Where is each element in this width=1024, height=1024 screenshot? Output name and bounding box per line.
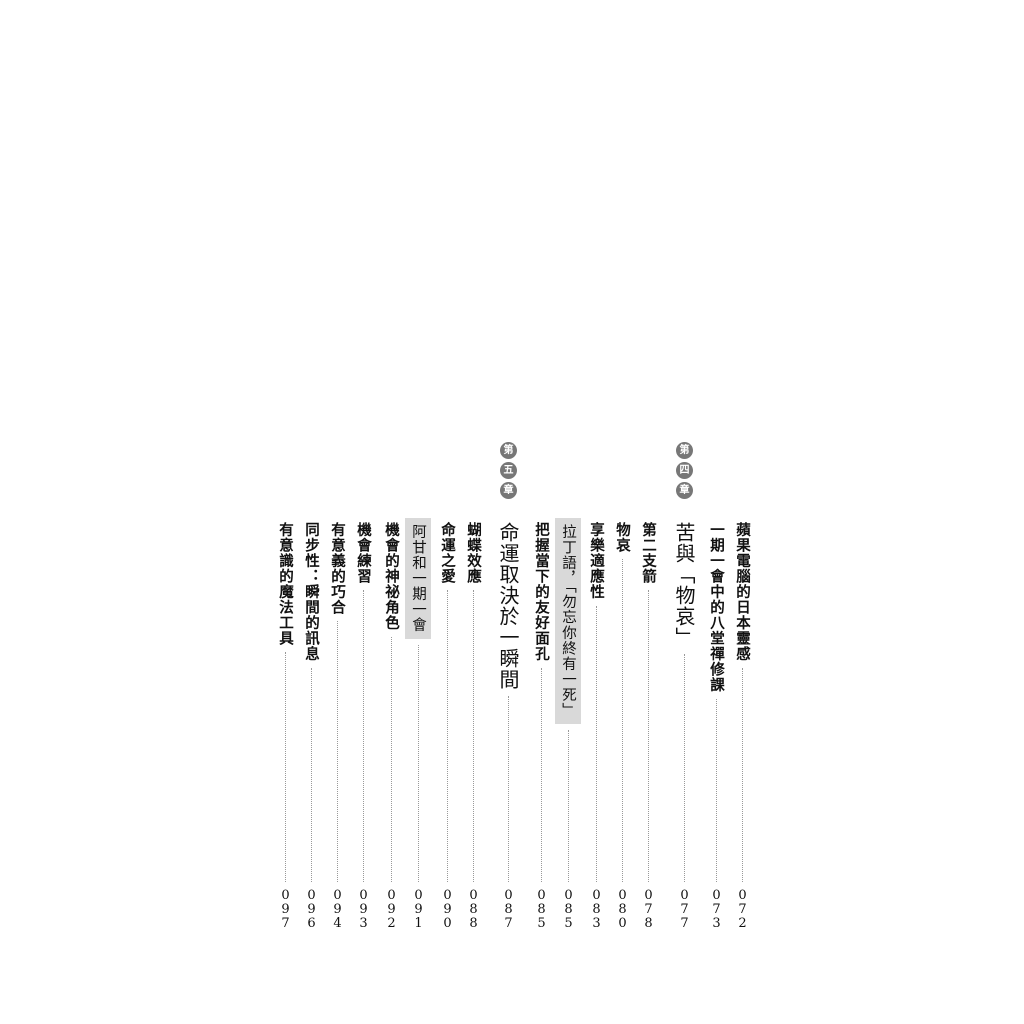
chapter-badge-char: 章 bbox=[500, 482, 517, 499]
toc-entry-title: 蝴蝶效應 bbox=[465, 522, 481, 584]
toc-entry-page: 090 bbox=[440, 888, 455, 930]
dotted-leader bbox=[715, 698, 717, 882]
toc-entry-page: 094 bbox=[330, 888, 345, 930]
toc-entry-page: 096 bbox=[304, 888, 319, 930]
toc-entry-page: 078 bbox=[641, 888, 656, 930]
toc-entry: 把握當下的友好面孔 085 bbox=[530, 522, 552, 930]
toc-entry-title: 阿甘和一期一會 bbox=[405, 518, 431, 639]
dotted-leader bbox=[647, 590, 649, 882]
chapter-badge-char: 第 bbox=[676, 442, 693, 459]
chapter-badge-char: 第 bbox=[500, 442, 517, 459]
toc-entry: 命運之愛 090 bbox=[436, 522, 458, 930]
toc-entry-page: 080 bbox=[615, 888, 630, 930]
toc-entry-title: 命運之愛 bbox=[439, 522, 455, 584]
toc-entry-title: 有意識的魔法工具 bbox=[277, 522, 293, 646]
chapter-badge: 第五章 bbox=[500, 442, 518, 499]
toc-entry: 阿甘和一期一會 091 bbox=[405, 518, 431, 930]
toc-entry: 機會的神祕角色 092 bbox=[380, 522, 402, 930]
chapter-badge-char: 四 bbox=[676, 462, 693, 479]
toc-entry-title: 苦與「物哀」 bbox=[672, 522, 696, 648]
toc-entry: 一期一會中的八堂禪修課 073 bbox=[705, 522, 727, 930]
toc-entry-title: 同步性：瞬間的訊息 bbox=[303, 522, 319, 662]
dotted-leader bbox=[310, 667, 312, 882]
toc-entry: 蝴蝶效應 088 bbox=[462, 522, 484, 930]
chapter-badge-char: 五 bbox=[500, 462, 517, 479]
toc-entry-title: 蘋果電腦的日本靈感 bbox=[734, 522, 750, 662]
toc-entry-page: 085 bbox=[534, 888, 549, 930]
toc-entry-title: 有意義的巧合 bbox=[329, 522, 345, 615]
dotted-leader bbox=[683, 654, 685, 882]
dotted-leader bbox=[472, 590, 474, 882]
dotted-leader bbox=[336, 621, 338, 882]
toc-entry: 蘋果電腦的日本靈感 072 bbox=[731, 522, 753, 930]
dotted-leader bbox=[540, 667, 542, 882]
toc-entry-title: 機會練習 bbox=[355, 522, 371, 584]
dotted-leader bbox=[284, 652, 286, 882]
toc-entry-title: 機會的神祕角色 bbox=[383, 522, 399, 631]
toc-entry: 享樂適應性 083 bbox=[585, 522, 607, 930]
toc-entry-page: 073 bbox=[709, 888, 724, 930]
dotted-leader bbox=[507, 696, 509, 882]
toc-entry-title: 第二支箭 bbox=[640, 522, 656, 584]
toc-entry-title: 物哀 bbox=[614, 522, 630, 553]
toc-entry: 同步性：瞬間的訊息 096 bbox=[300, 522, 322, 930]
toc-entry: 機會練習 093 bbox=[352, 522, 374, 930]
toc-entry: 有意識的魔法工具 097 bbox=[274, 522, 296, 930]
chapter-badge: 第四章 bbox=[676, 442, 694, 499]
dotted-leader bbox=[362, 590, 364, 882]
toc-entry-page: 093 bbox=[356, 888, 371, 930]
toc-entry-page: 072 bbox=[735, 888, 750, 930]
toc-entry-title: 一期一會中的八堂禪修課 bbox=[708, 522, 724, 693]
dotted-leader bbox=[390, 636, 392, 882]
dotted-leader bbox=[446, 590, 448, 882]
dotted-leader bbox=[621, 559, 623, 882]
toc-entry: 第二支箭 078 bbox=[637, 522, 659, 930]
dotted-leader bbox=[741, 667, 743, 882]
toc-entry: 苦與「物哀」 077 bbox=[672, 522, 696, 930]
toc-entry: 物哀 080 bbox=[611, 522, 633, 930]
toc-entry-page: 097 bbox=[278, 888, 293, 930]
toc-entry: 拉丁語，「勿忘你終有一死」 085 bbox=[555, 518, 581, 930]
toc-entry-page: 092 bbox=[384, 888, 399, 930]
toc-entry-title: 命運取決於一瞬間 bbox=[496, 522, 520, 690]
toc-entry-title: 拉丁語，「勿忘你終有一死」 bbox=[555, 518, 581, 725]
toc-entry-page: 091 bbox=[411, 888, 426, 930]
toc-entry: 命運取決於一瞬間 087 bbox=[496, 522, 520, 930]
toc-entry-page: 087 bbox=[501, 888, 516, 930]
dotted-leader bbox=[417, 644, 419, 882]
toc-entry-title: 把握當下的友好面孔 bbox=[533, 522, 549, 662]
toc-entry-title: 享樂適應性 bbox=[588, 522, 604, 600]
toc-entry-page: 083 bbox=[589, 888, 604, 930]
chapter-badge-char: 章 bbox=[676, 482, 693, 499]
toc-entry-page: 085 bbox=[561, 888, 576, 930]
toc-entry-page: 077 bbox=[677, 888, 692, 930]
toc-entry-page: 088 bbox=[466, 888, 481, 930]
toc-entry: 有意義的巧合 094 bbox=[326, 522, 348, 930]
dotted-leader bbox=[595, 605, 597, 882]
dotted-leader bbox=[567, 730, 569, 882]
